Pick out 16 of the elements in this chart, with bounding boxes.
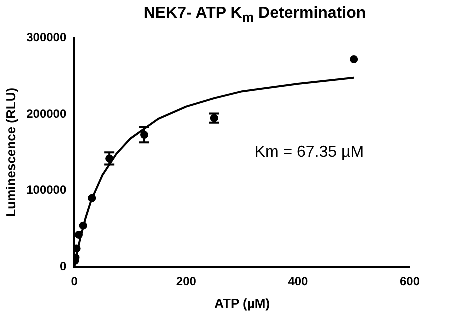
- annotation: Km = 67.35 µM: [254, 144, 364, 162]
- x-tick-label: 400: [288, 274, 309, 289]
- point: [79, 222, 88, 230]
- chart-title: NEK7- ATP K$_{m}$ Determination: [142, 4, 368, 28]
- y-tick-label: 300000: [26, 30, 67, 45]
- x-axis-title: ATP (µM): [214, 296, 270, 311]
- point: [350, 56, 358, 64]
- y-axis-title: Luminescence (RLU): [3, 88, 18, 218]
- x-tick-label: 600: [400, 274, 420, 289]
- y-tick-label: 200000: [26, 106, 67, 121]
- y-tick-label: 0: [60, 259, 67, 274]
- x-tick-label: 0: [71, 274, 78, 289]
- x-tick-label: 200: [176, 274, 197, 289]
- y-tick-label: 100000: [26, 183, 67, 198]
- point: [75, 230, 84, 239]
- point: [88, 194, 96, 202]
